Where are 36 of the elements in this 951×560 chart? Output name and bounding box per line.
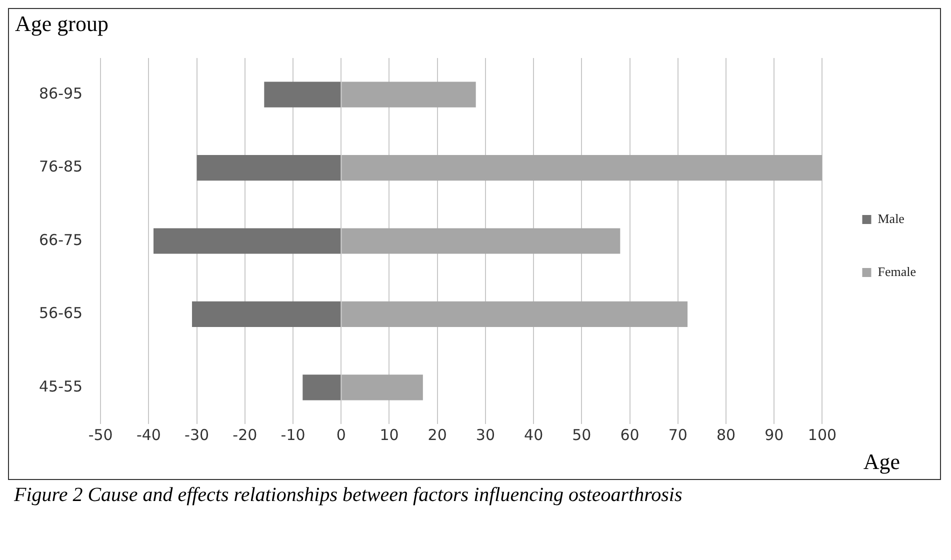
- y-axis-title: Age group: [15, 11, 108, 37]
- x-tick-label: -50: [88, 426, 113, 444]
- bar: [154, 228, 341, 254]
- bar: [342, 82, 476, 108]
- bar: [302, 374, 341, 400]
- x-tick-label: 40: [524, 426, 544, 444]
- bar: [342, 154, 822, 181]
- legend-label: Male: [878, 210, 905, 226]
- x-tick-label: 0: [336, 426, 346, 444]
- x-tick-label: 100: [808, 426, 837, 444]
- x-tick-label: 10: [380, 426, 399, 444]
- x-tick-label: -30: [184, 426, 210, 444]
- caption: Figure 2 Cause and effects relationships between factors influencing osteoarthrosis: [13, 483, 684, 508]
- x-axis-title: Age: [863, 449, 900, 475]
- y-tick-label: 56-65: [38, 304, 83, 322]
- bar: [196, 154, 341, 181]
- x-tick-label: 90: [764, 426, 784, 444]
- y-tick-label: 76-85: [38, 158, 83, 176]
- bar: [342, 374, 423, 400]
- legend-label: Female: [878, 264, 916, 279]
- y-tick-label: 66-75: [38, 230, 83, 249]
- x-tick-label: 70: [668, 426, 688, 444]
- x-tick-label: 20: [428, 426, 447, 444]
- x-tick-label: 50: [572, 426, 592, 444]
- bar: [342, 228, 620, 254]
- x-tick-label: 60: [620, 426, 640, 444]
- x-tick-label: -10: [280, 426, 306, 444]
- y-tick-label: 45-55: [38, 377, 83, 396]
- bar: [264, 82, 341, 108]
- x-tick-label: 80: [716, 426, 736, 444]
- bar: [192, 301, 341, 328]
- x-tick-label: -40: [136, 426, 161, 444]
- x-tick-label: 30: [476, 426, 496, 444]
- bar: [342, 301, 688, 328]
- y-tick-label: 86-95: [38, 84, 83, 102]
- x-tick-label: -20: [232, 426, 258, 444]
